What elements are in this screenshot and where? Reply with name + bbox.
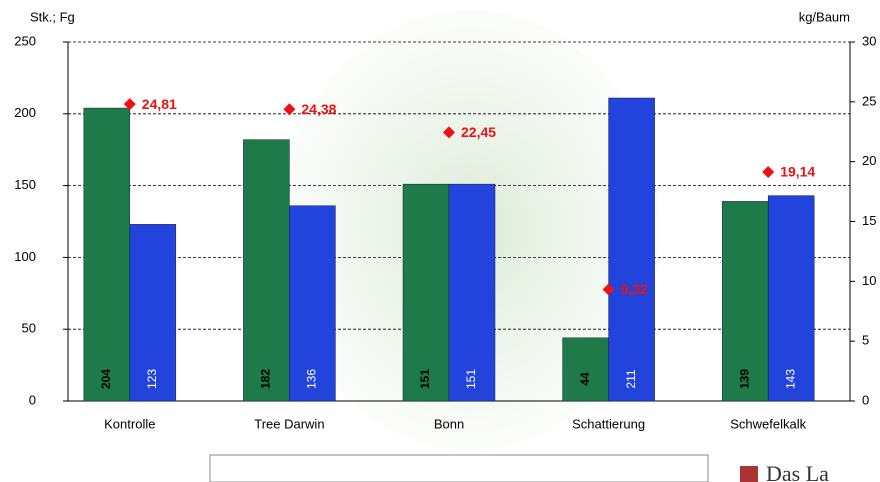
bar xyxy=(562,337,609,402)
y2-tick-label: 30 xyxy=(862,33,876,48)
bar-label: 151 xyxy=(418,369,432,389)
bar xyxy=(243,139,290,402)
bar xyxy=(129,224,177,402)
bar-label: 151 xyxy=(464,369,478,389)
y2-tick-label: 20 xyxy=(862,153,876,168)
data-label: 24,38 xyxy=(301,101,336,117)
bar xyxy=(83,107,131,402)
y-axis-title: Stk.; Fg xyxy=(30,9,75,24)
y-tick-label: 200 xyxy=(14,105,36,120)
y-tick-label: 0 xyxy=(29,392,36,407)
bar xyxy=(448,183,496,402)
x-tick-label: Bonn xyxy=(434,416,464,431)
bar-label: 136 xyxy=(305,369,319,389)
logo-text: Das La xyxy=(766,461,829,482)
marker xyxy=(443,126,455,139)
y2-tick-label: 0 xyxy=(862,392,869,407)
y2-tick-label: 10 xyxy=(862,273,876,288)
bar xyxy=(402,183,450,402)
x-tick-label: Schwefelkalk xyxy=(730,416,806,431)
bar xyxy=(289,205,336,402)
bar xyxy=(608,97,655,402)
data-label: 19,14 xyxy=(780,164,815,180)
legend xyxy=(209,454,709,482)
marker xyxy=(602,283,615,296)
marker xyxy=(762,165,775,178)
x-tick-label: Tree Darwin xyxy=(254,416,324,431)
bar-label: 211 xyxy=(624,369,638,388)
data-label: 22,45 xyxy=(461,124,496,140)
bar-label: 143 xyxy=(783,369,797,389)
bar xyxy=(767,195,815,402)
y2-axis-title: kg/Baum xyxy=(799,9,850,24)
y-tick-label: 250 xyxy=(14,33,36,48)
bar-label: 139 xyxy=(737,369,751,389)
bar-label: 204 xyxy=(99,369,113,389)
marker xyxy=(123,98,136,111)
y-tick-label: 50 xyxy=(22,321,36,336)
data-label: 24,81 xyxy=(142,96,177,112)
bar-label: 123 xyxy=(145,369,159,389)
y2-tick-label: 25 xyxy=(862,93,876,108)
bar-label: 182 xyxy=(259,369,273,389)
y-tick-label: 100 xyxy=(14,249,36,264)
y2-tick-label: 15 xyxy=(862,213,876,228)
data-label: 9,32 xyxy=(621,281,648,297)
x-tick-label: Kontrolle xyxy=(104,416,155,431)
marker xyxy=(283,103,296,116)
y-tick-label: 150 xyxy=(14,177,36,192)
x-tick-label: Schattierung xyxy=(572,416,645,431)
logo-icon xyxy=(740,466,758,482)
bar xyxy=(721,201,769,402)
bar-label: 44 xyxy=(578,372,592,386)
logo: Das La xyxy=(740,461,829,482)
y2-tick-label: 5 xyxy=(862,333,869,348)
